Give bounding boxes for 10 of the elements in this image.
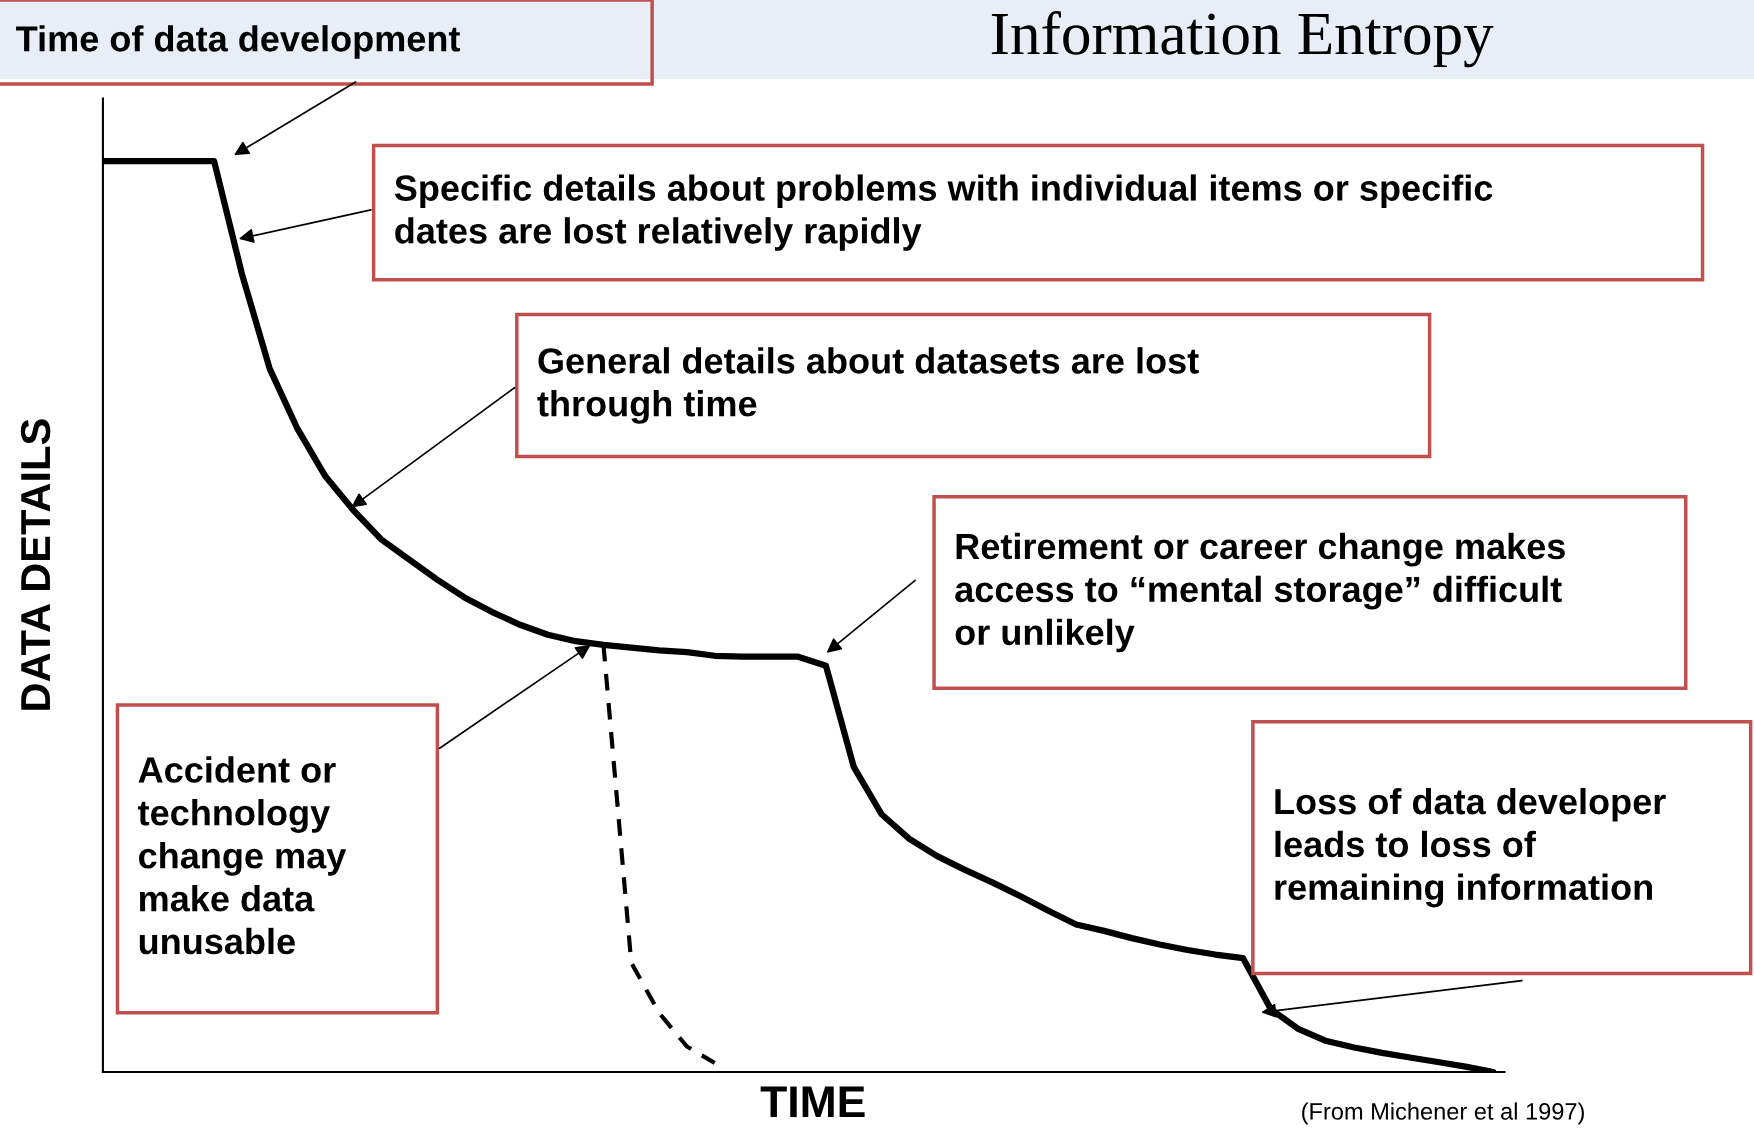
annotation: General details about datasets are lost through time	[537, 347, 1199, 424]
x-axis-title: TIME	[760, 1086, 865, 1118]
annotation: Retirement or career change makes access to “mental storage” difficult or unlikely	[955, 532, 1565, 653]
text: Time of data development	[16, 25, 461, 59]
text: (From Michener et al 1997)	[1302, 1102, 1584, 1125]
annotation: Specific details about problems with individual items or specific dates are lost relatively rapidly	[394, 174, 1493, 251]
chart-title: Information Entropy	[991, 11, 1494, 68]
y-axis-title: DATA DETAILS	[20, 419, 51, 710]
annotation: Accident or technology change may make data unusable	[138, 756, 347, 955]
annotation: Loss of data developer leads to loss of remaining information	[1275, 787, 1666, 908]
